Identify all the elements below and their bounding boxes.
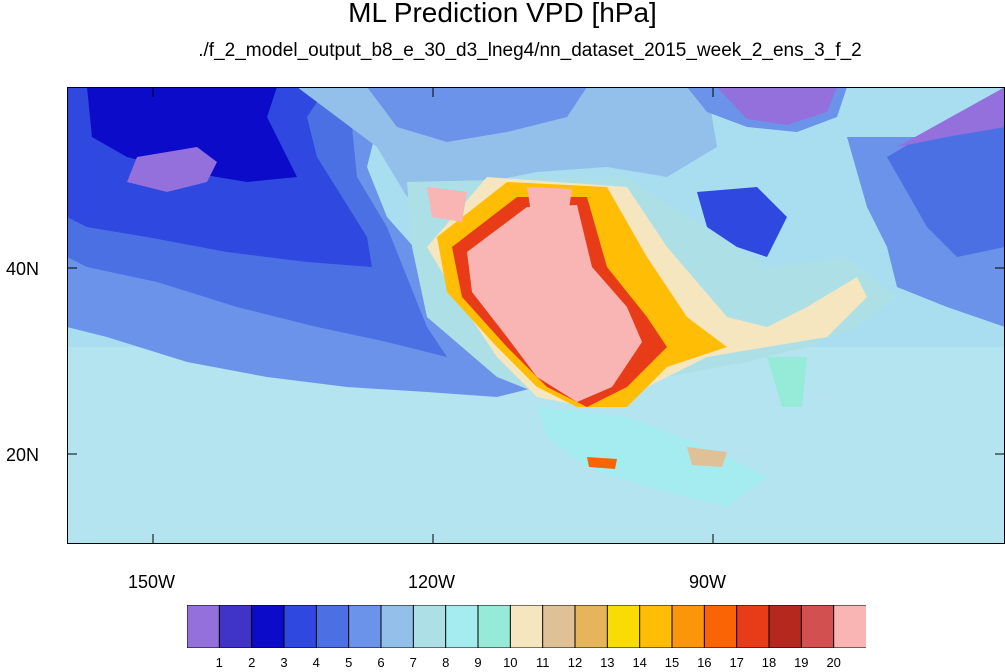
colorbar-swatch <box>315 605 350 648</box>
colorbar-labels: 1 2 3 4 5 6 7 8 9 10 11 12 13 14 15 16 17 18 19 20 <box>187 655 866 671</box>
colorbar-swatch <box>348 605 382 648</box>
colorbar-swatch <box>800 605 835 648</box>
colorbar-tick-label: 20 <box>826 655 841 670</box>
colorbar-swatch <box>477 605 512 648</box>
colorbar-tick-label: 4 <box>312 655 320 670</box>
great-lakes-zone <box>697 187 787 257</box>
lon-label-120w: 120W <box>408 572 456 592</box>
colorbar-tick-label: 17 <box>729 655 744 670</box>
colorbar-tick-label: 12 <box>567 655 583 670</box>
colorbar-tick-label: 14 <box>632 655 647 670</box>
colorbar-tick-label: 2 <box>248 655 256 670</box>
colorbar-swatch <box>671 605 706 648</box>
pink-northwest <box>427 187 467 222</box>
colorbar-swatch <box>574 605 609 648</box>
map-title: ML Prediction VPD [hPa] <box>348 0 657 28</box>
colorbar-tick-label: 5 <box>345 655 353 670</box>
colorbar-swatch <box>703 605 738 648</box>
greenland-purple <box>717 87 837 125</box>
colorbar-tick-label: 7 <box>409 655 417 670</box>
colorbar-svg <box>187 605 866 648</box>
orange-spot <box>587 457 617 469</box>
colorbar-tick-label: 6 <box>377 655 385 670</box>
atlantic-purple <box>897 87 1005 147</box>
colorbar-swatch <box>639 605 674 648</box>
colorbar-swatch <box>380 605 415 648</box>
lat-label-20n: 20N <box>6 445 40 465</box>
vpd-map <box>67 87 1005 544</box>
lon-label-90w: 90W <box>689 572 727 592</box>
pink-core <box>467 205 642 402</box>
mexico-zone <box>537 407 767 507</box>
colorbar-swatch <box>283 605 318 648</box>
lat-label-40n: 40N <box>6 259 40 279</box>
colorbar-swatch <box>606 605 641 648</box>
colorbar-tick-label: 13 <box>600 655 615 670</box>
colorbar-swatch <box>833 605 866 648</box>
colorbar-tick-label: 8 <box>442 655 450 670</box>
tan-spot <box>687 447 727 467</box>
alaska-zone <box>367 87 587 142</box>
colorbar-swatch <box>218 605 253 648</box>
colorbar-tick-label: 15 <box>664 655 680 670</box>
colorbar-swatch <box>542 605 577 648</box>
pink-northern <box>527 187 572 222</box>
colorbar-tick-label: 16 <box>697 655 712 670</box>
colorbar-swatch <box>768 605 803 648</box>
map-subtitle: ./f_2_model_output_b8_e_30_d3_lneg4/nn_d… <box>198 40 862 61</box>
colorbar-tick-label: 10 <box>503 655 518 670</box>
colorbar-swatch <box>736 605 770 648</box>
florida-zone <box>767 357 807 407</box>
colorbar-swatch <box>251 605 285 648</box>
colorbar-tick-label: 11 <box>535 655 550 670</box>
colorbar-tick-label: 1 <box>215 655 223 670</box>
lon-label-150w: 150W <box>128 572 176 592</box>
colorbar-swatch <box>509 605 544 648</box>
vpd-map-svg <box>67 87 1005 544</box>
colorbar-swatch <box>412 605 447 648</box>
colorbar <box>187 605 866 648</box>
colorbar-tick-label: 3 <box>280 655 288 670</box>
colorbar-swatch <box>187 605 221 648</box>
colorbar-swatch <box>445 605 480 648</box>
colorbar-tick-label: 9 <box>474 655 482 670</box>
colorbar-tick-label: 19 <box>794 655 809 670</box>
colorbar-tick-label: 18 <box>761 655 777 670</box>
pacific-purple-spot <box>127 147 217 192</box>
